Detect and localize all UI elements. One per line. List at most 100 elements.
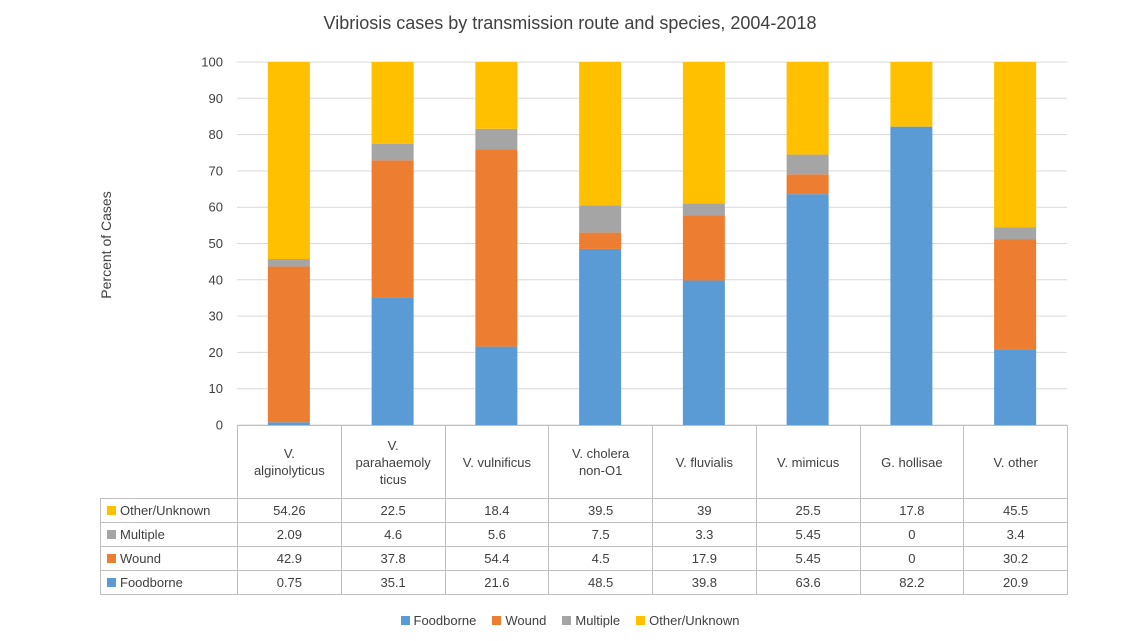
table-cell: 7.5	[548, 522, 653, 547]
legend-item: Multiple	[562, 613, 620, 628]
table-cell: 30.2	[963, 546, 1068, 571]
table-corner	[100, 425, 238, 499]
table-cell: 39.8	[652, 570, 757, 595]
category-label: V. vulnificus	[444, 425, 550, 499]
legend-swatch	[400, 616, 410, 625]
bar-segment-other-unknown	[890, 62, 933, 127]
table-row: Wound 42.9 37.8 54.4 4.5 17.9 5.45 0 30.2	[100, 546, 1068, 571]
bar-segment-wound	[579, 232, 622, 249]
table-cell: 17.8	[859, 498, 965, 523]
bar-segment-wound	[267, 266, 310, 423]
table-cell: 21.6	[444, 570, 550, 595]
legend-item: Other/Unknown	[636, 613, 739, 628]
table-cell: 0.75	[237, 570, 342, 595]
legend-item: Wound	[492, 613, 546, 628]
bar-segment-foodborne	[890, 126, 933, 425]
legend-key-swatch	[107, 506, 116, 515]
table-row: Multiple 2.09 4.6 5.6 7.5 3.3 5.45 0 3.4	[100, 522, 1068, 547]
bar-segment-other-unknown	[994, 62, 1037, 228]
legend-swatch	[562, 616, 572, 625]
y-tick-label: 70	[209, 163, 223, 178]
category-label: V. parahaemoly ticus	[340, 425, 446, 499]
table-cell: 54.26	[237, 498, 342, 523]
legend-label: Wound	[505, 613, 547, 628]
legend-label: Multiple	[575, 613, 621, 628]
table-row-label: Multiple	[100, 522, 238, 547]
legend-label: Foodborne	[413, 613, 477, 628]
legend-swatch	[636, 616, 646, 625]
table-cell: 45.5	[963, 498, 1068, 523]
bar-segment-wound	[682, 215, 725, 281]
bar-segment-other-unknown	[267, 62, 310, 259]
bar-segment-other-unknown	[579, 62, 622, 206]
series-name: Other/Unknown	[120, 503, 211, 518]
bar-segment-multiple	[475, 128, 518, 150]
table-cell: 3.4	[963, 522, 1068, 547]
category-label: V. fluvialis	[652, 425, 757, 499]
category-label: V. alginolyticus	[237, 425, 342, 499]
bar-segment-multiple	[682, 203, 725, 216]
y-tick-label: 30	[209, 309, 223, 324]
bar-segment-wound	[475, 149, 518, 347]
series-name: Foodborne	[120, 575, 183, 590]
bar-segment-other-unknown	[786, 62, 829, 155]
legend-label: Other/Unknown	[649, 613, 740, 628]
bar-segment-foodborne	[371, 297, 414, 425]
table-row-label: Wound	[100, 546, 238, 571]
table-cell: 39.5	[548, 498, 653, 523]
table-cell: 82.2	[859, 570, 965, 595]
table-cell: 3.3	[652, 522, 757, 547]
table-cell: 54.4	[444, 546, 550, 571]
table-cell: 39	[652, 498, 757, 523]
table-cell: 48.5	[548, 570, 653, 595]
table-cell: 63.6	[755, 570, 861, 595]
table-cell: 4.6	[340, 522, 446, 547]
table-cell: 2.09	[237, 522, 342, 547]
bar-segment-multiple	[579, 205, 622, 233]
table-cell: 0	[859, 522, 965, 547]
table-row-label: Foodborne	[100, 570, 238, 595]
table-cell: 35.1	[340, 570, 446, 595]
table-cell: 20.9	[963, 570, 1068, 595]
bar-segment-other-unknown	[371, 62, 414, 144]
category-label: V. cholera non-O1	[548, 425, 653, 499]
bar-segment-multiple	[994, 227, 1037, 240]
table-row-label: Other/Unknown	[100, 498, 238, 523]
legend: Foodborne Wound Multiple Other/Unknown	[0, 613, 1140, 628]
table-row: Foodborne 0.75 35.1 21.6 48.5 39.8 63.6 82.2 20.…	[100, 570, 1068, 595]
table-cell: 37.8	[340, 546, 446, 571]
table-cell: 0	[859, 546, 965, 571]
category-label: V. mimicus	[755, 425, 861, 499]
bar-segment-other-unknown	[475, 62, 518, 129]
category-label: V. other	[963, 425, 1068, 499]
bar-segment-foodborne	[994, 349, 1037, 425]
bar-segment-foodborne	[786, 194, 829, 425]
y-tick-label: 80	[209, 127, 223, 142]
series-name: Wound	[120, 551, 161, 566]
bars	[267, 62, 1037, 425]
legend-key-swatch	[107, 554, 116, 563]
table-cell: 22.5	[340, 498, 446, 523]
y-tick-label: 10	[209, 381, 223, 396]
gridlines	[237, 61, 1067, 426]
bar-segment-multiple	[267, 258, 310, 267]
bar-segment-other-unknown	[682, 62, 725, 204]
y-tick-label: 90	[209, 91, 223, 106]
y-tick-label: 100	[201, 55, 223, 70]
bar-segment-wound	[786, 174, 829, 195]
table-cell: 25.5	[755, 498, 861, 523]
table-cell: 5.6	[444, 522, 550, 547]
bar-segment-foodborne	[579, 248, 622, 425]
table-cell: 5.45	[755, 522, 861, 547]
category-label: G. hollisae	[859, 425, 965, 499]
bar-segment-wound	[994, 239, 1037, 350]
table-cell: 17.9	[652, 546, 757, 571]
bar-segment-foodborne	[475, 346, 518, 425]
bar-segment-wound	[371, 160, 414, 298]
y-tick-label: 40	[209, 272, 223, 287]
y-tick-label: 50	[209, 236, 223, 251]
data-table: V. alginolyticus V. parahaemoly ticus V. vuln…	[100, 425, 1068, 595]
y-tick-label: 60	[209, 200, 223, 215]
table-row: Other/Unknown 54.26 22.5 18.4 39.5 39 25.5 17.8…	[100, 498, 1068, 523]
